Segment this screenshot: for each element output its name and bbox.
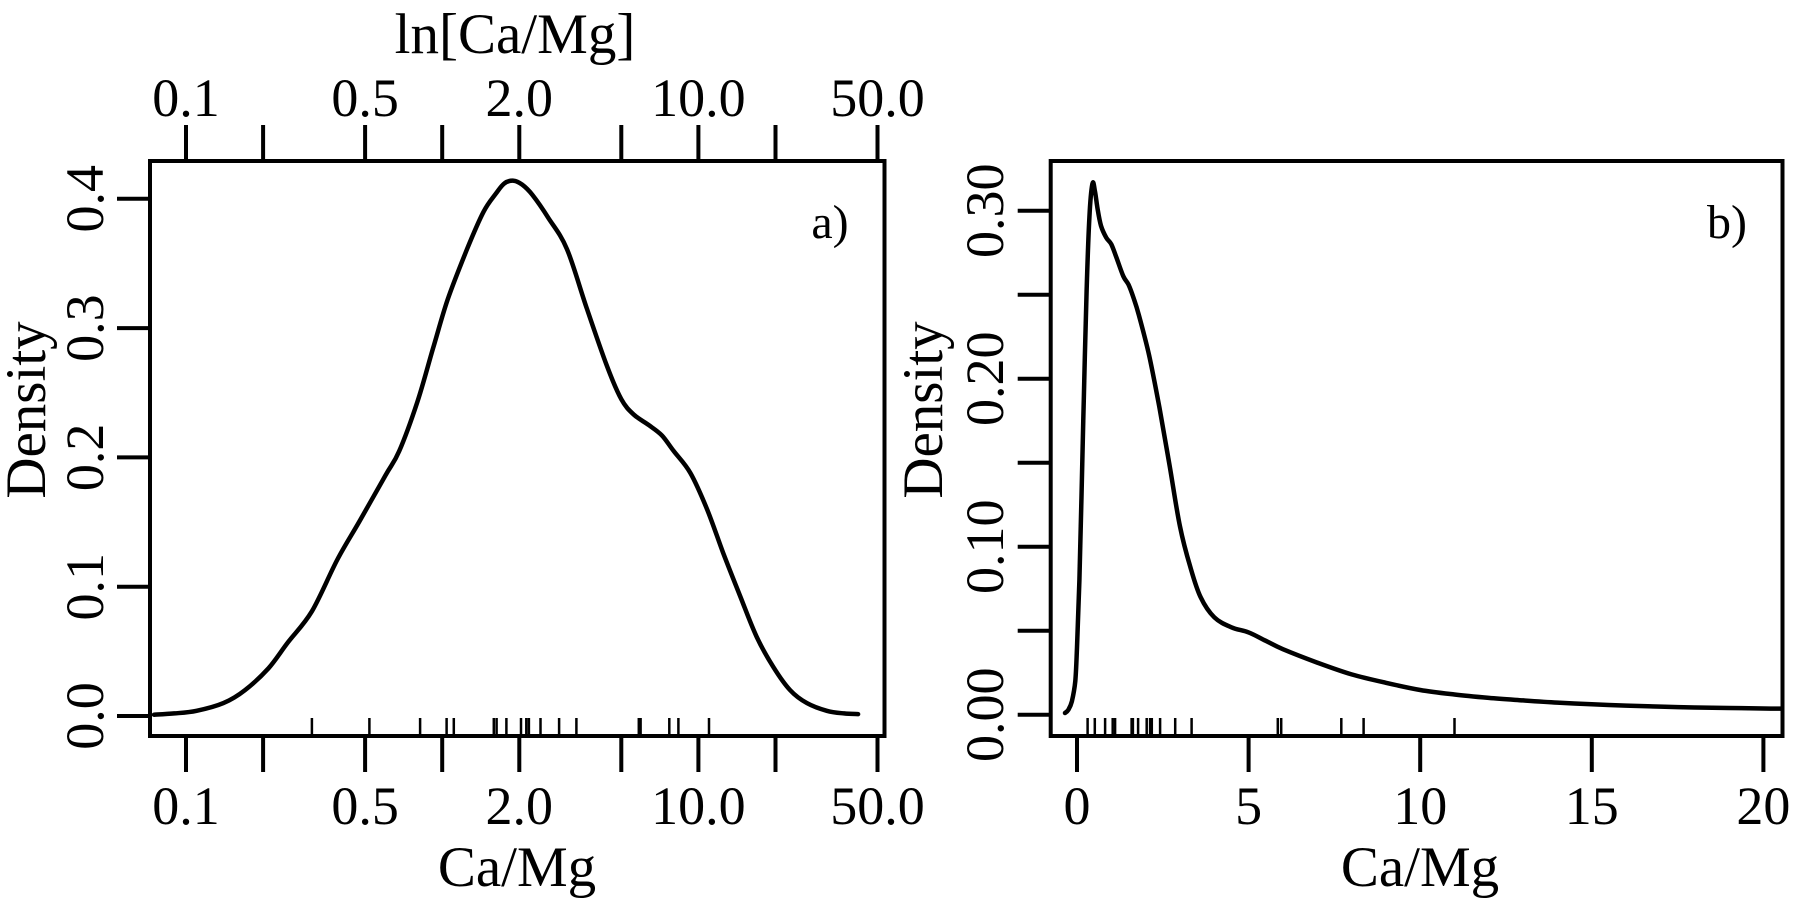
density-curve [151,178,861,717]
x-axis-tick-label: 0.1 [152,776,220,836]
plot-box [1048,159,1785,738]
x-axis-tick-label: 20 [1736,776,1790,836]
panel-b: 0 5 10 15 20 0.00 0.10 0.20 0.30 Ca/Mg Density b… [892,159,1790,899]
y-axis-tick-label: 0.30 [955,163,1015,258]
y-axis-tick-label: 0.2 [55,424,115,492]
y-axis-tick-label: 0.3 [55,294,115,362]
panel-a-axes-and-curve: 0.1 0.1 0.5 0.5 2.0 2.0 10.0 10.0 50.0 50.0 0.0 0.1… [55,68,925,836]
x-axis-tick-label: 10 [1393,776,1447,836]
panel-b-axes-and-curve: 0 5 10 15 20 0.00 0.10 0.20 0.30 [955,159,1790,836]
panel-a-x-axis-title: Ca/Mg [438,836,596,899]
panel-b-letter-label: b) [1707,196,1747,249]
y-axis-tick-label: 0.0 [55,682,115,750]
top-axis-tick-label: 0.1 [152,68,220,128]
panel-a-top-axis-title: ln[Ca/Mg] [395,3,636,66]
x-axis-tick-label: 50.0 [830,776,925,836]
top-axis-tick-label: 50.0 [830,68,925,128]
top-axis-tick-label: 2.0 [486,68,554,128]
y-axis-tick-label: 0.4 [55,165,115,233]
plot-box [148,159,887,738]
panel-b-x-axis-title: Ca/Mg [1341,836,1499,899]
panel-a: 0.1 0.1 0.5 0.5 2.0 2.0 10.0 10.0 50.0 50.0 0.0 0.1… [0,3,925,899]
density-curve [1062,180,1783,716]
panel-b-y-axis-title: Density [892,321,955,499]
y-axis-tick-label: 0.00 [955,667,1015,762]
x-axis-tick-label: 2.0 [486,776,554,836]
x-axis-tick-label: 15 [1565,776,1619,836]
x-axis-tick-label: 10.0 [651,776,746,836]
y-axis-tick-label: 0.10 [955,499,1015,594]
x-axis-tick-label: 0 [1064,776,1091,836]
y-axis-tick-label: 0.20 [955,331,1015,426]
panel-a-letter-label: a) [811,196,848,249]
y-axis-tick-label: 0.1 [55,553,115,621]
top-axis-tick-label: 10.0 [651,68,746,128]
panel-a-y-axis-title: Density [0,321,58,499]
top-axis-tick-label: 0.5 [331,68,399,128]
x-axis-tick-label: 0.5 [331,776,399,836]
x-axis-tick-label: 5 [1235,776,1262,836]
